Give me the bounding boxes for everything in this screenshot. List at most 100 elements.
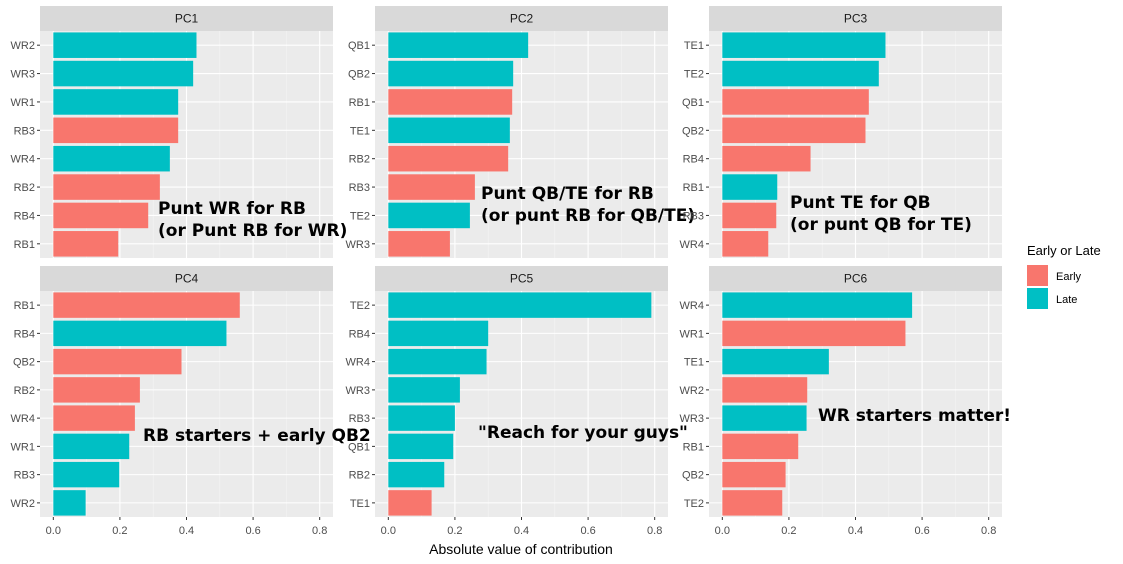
annotation-text: Punt WR for RB xyxy=(158,199,306,219)
facet-strip xyxy=(375,266,668,291)
facet-panel-pc1: PC1 WR2 WR3 WR1 RB3 WR4 RB2 RB4 RB1 Punt WR for R… xyxy=(11,6,347,258)
bar-pc4-rb4 xyxy=(53,320,227,347)
y-tick-label: RB3 xyxy=(683,210,704,222)
bar-pc2-rb1 xyxy=(388,89,513,115)
bar-pc5-rb3 xyxy=(388,405,455,431)
facet-panel-pc2: PC2 QB1 QB2 RB1 TE1 RB2 RB3 TE2 WR3 Punt QB/TE fo… xyxy=(346,6,695,258)
x-axis-title: Absolute value of contribution xyxy=(429,541,613,557)
annotation-text: WR starters matter! xyxy=(818,406,1011,426)
bar-pc5-te2 xyxy=(388,292,652,318)
bar-pc6-qb2 xyxy=(722,461,786,488)
bar-pc3-wr4 xyxy=(722,231,769,257)
y-tick-label: WR3 xyxy=(346,385,370,397)
y-tick-label: QB2 xyxy=(13,357,35,369)
bar-pc5-te1 xyxy=(388,490,432,516)
x-tick-label: 0.8 xyxy=(981,525,996,537)
y-tick-label: TE1 xyxy=(684,357,704,369)
bar-pc4-qb2 xyxy=(53,348,182,375)
bar-pc3-rb1 xyxy=(722,174,778,200)
y-tick-label: TE2 xyxy=(350,210,370,222)
y-tick-label: RB1 xyxy=(683,182,704,194)
y-tick-label: WR4 xyxy=(680,239,704,251)
bar-pc1-wr4 xyxy=(53,145,170,172)
y-tick-label: RB2 xyxy=(349,470,370,482)
bar-pc5-wr3 xyxy=(388,377,460,403)
annotation-text: RB starters + early QB2 xyxy=(143,426,371,446)
bar-pc4-rb1 xyxy=(53,292,240,318)
annotation-text: (or punt RB for QB/TE) xyxy=(481,206,695,226)
legend-title: Early or Late xyxy=(1027,243,1101,258)
y-tick-label: RB3 xyxy=(14,470,35,482)
bar-pc5-qb1 xyxy=(388,433,454,460)
annotation-text: Punt QB/TE for RB xyxy=(481,184,654,204)
facet-panel-pc3: PC3 TE1 TE2 QB1 QB2 RB4 RB1 RB3 WR4 Punt TE for Q… xyxy=(680,6,1002,258)
y-tick-label: WR2 xyxy=(680,385,704,397)
bar-pc4-rb3 xyxy=(53,461,120,488)
bar-pc5-wr4 xyxy=(388,348,487,375)
facet-title: PC6 xyxy=(844,272,868,286)
bar-pc2-rb2 xyxy=(388,145,509,172)
y-tick-label: WR1 xyxy=(680,328,704,340)
bar-pc1-rb1 xyxy=(53,231,119,257)
bar-pc3-qb2 xyxy=(722,117,866,144)
annotation-text: (or punt QB for TE) xyxy=(790,215,972,235)
x-tick-label: 0.6 xyxy=(580,525,595,537)
legend-label: Early xyxy=(1056,271,1082,283)
annotation-text: Punt TE for QB xyxy=(790,193,931,213)
x-tick-label: 0.8 xyxy=(647,525,662,537)
x-tick-label: 0.0 xyxy=(381,525,396,537)
y-tick-label: WR4 xyxy=(346,357,370,369)
y-tick-label: QB1 xyxy=(348,441,370,453)
facet-strip xyxy=(375,6,668,31)
y-tick-label: TE1 xyxy=(684,40,704,52)
bar-pc1-rb2 xyxy=(53,174,160,200)
y-tick-label: RB3 xyxy=(14,125,35,137)
facet-title: PC5 xyxy=(510,272,534,286)
bar-pc6-rb1 xyxy=(722,433,799,460)
y-tick-label: WR4 xyxy=(11,413,35,425)
y-tick-label: RB3 xyxy=(349,182,370,194)
y-tick-label: TE1 xyxy=(350,498,370,510)
y-tick-label: WR3 xyxy=(680,413,704,425)
bar-pc6-wr1 xyxy=(722,320,906,347)
facet-title: PC1 xyxy=(175,12,199,26)
y-tick-label: QB2 xyxy=(348,69,370,81)
y-tick-label: WR2 xyxy=(11,40,35,52)
y-tick-label: TE1 xyxy=(350,125,370,137)
x-tick-label: 0.4 xyxy=(179,525,194,537)
bar-pc2-te2 xyxy=(388,202,470,229)
y-tick-label: RB4 xyxy=(14,210,35,222)
bar-pc6-te1 xyxy=(722,348,829,375)
x-tick-label: 0.8 xyxy=(312,525,327,537)
y-tick-label: RB2 xyxy=(14,385,35,397)
bar-pc1-wr3 xyxy=(53,60,194,87)
bar-pc3-te2 xyxy=(722,60,879,87)
y-tick-label: RB2 xyxy=(349,154,370,166)
y-tick-label: WR1 xyxy=(11,97,35,109)
y-tick-label: QB1 xyxy=(348,40,370,52)
bar-pc4-wr4 xyxy=(53,405,135,431)
bar-pc4-wr2 xyxy=(53,490,86,516)
y-tick-label: WR4 xyxy=(680,300,704,312)
y-tick-label: QB2 xyxy=(682,470,704,482)
bar-pc3-te1 xyxy=(722,32,886,58)
bar-pc1-rb4 xyxy=(53,202,149,229)
facet-panel-pc5: PC5 TE2 RB4 WR4 WR3 RB3 QB1 RB2 TE1 0.0 0.2 0.4 0.6 0… xyxy=(346,266,688,537)
facet-panel-pc4: PC4 RB1 RB4 QB2 RB2 WR4 WR1 RB3 WR2 0.0 0.2 0.4 0.6 0… xyxy=(11,266,371,537)
bar-pc6-wr4 xyxy=(722,292,913,318)
bar-pc3-qb1 xyxy=(722,89,869,115)
y-tick-label: TE2 xyxy=(684,69,704,81)
y-tick-label: RB3 xyxy=(349,413,370,425)
y-tick-label: QB1 xyxy=(682,97,704,109)
facet-title: PC4 xyxy=(175,272,199,286)
y-tick-label: TE2 xyxy=(684,498,704,510)
facet-title: PC3 xyxy=(844,12,868,26)
bar-pc5-rb2 xyxy=(388,461,445,488)
y-tick-label: RB1 xyxy=(349,97,370,109)
bar-pc3-rb3 xyxy=(722,202,777,229)
facet-strip xyxy=(709,6,1002,31)
bar-pc4-wr1 xyxy=(53,433,130,460)
facet-strip xyxy=(40,266,333,291)
y-tick-label: TE2 xyxy=(350,300,370,312)
legend: Early or Late Early Late xyxy=(1027,243,1101,309)
